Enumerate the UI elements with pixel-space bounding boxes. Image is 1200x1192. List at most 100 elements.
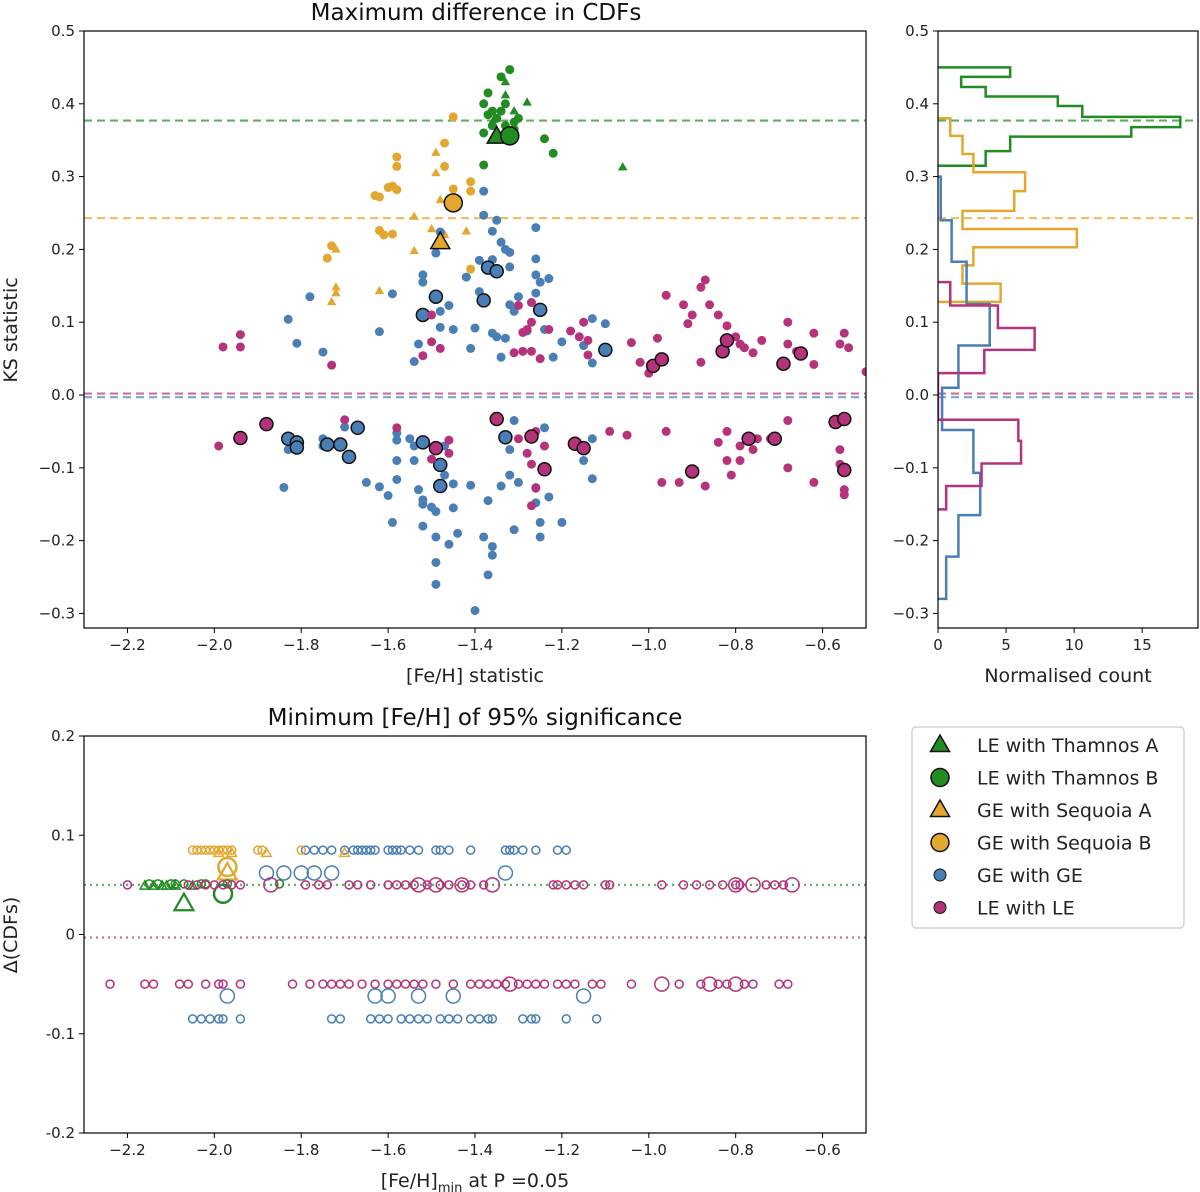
data-point-open-circle [213, 979, 224, 989]
data-point [466, 343, 476, 353]
data-point-open-circle [140, 979, 150, 989]
bottom-xtick-label: −2.2 [109, 1141, 145, 1159]
legend-circle-icon [930, 767, 950, 788]
data-point [448, 112, 458, 122]
data-point [409, 456, 419, 466]
highlighted-data-point [320, 437, 335, 452]
top-xtick-label: −2.2 [109, 636, 145, 654]
data-point [600, 319, 610, 329]
clip-top-group [84, 65, 866, 616]
data-point [540, 441, 550, 451]
data-point [340, 422, 350, 432]
data-point-open-circle [570, 979, 580, 989]
data-point-open-circle [497, 865, 514, 881]
highlighted-data-point [767, 431, 783, 446]
highlighted-data-point [415, 435, 431, 450]
data-point-open-circle [383, 979, 393, 989]
legend-entry: GE with Sequoia A [929, 798, 1152, 822]
data-point-open-circle [587, 979, 598, 989]
data-point-open-circle [370, 979, 380, 989]
data-point-open-circle [218, 1014, 228, 1024]
data-point [448, 184, 458, 194]
data-point-open-triangle [160, 879, 173, 890]
data-point-open-circle [306, 865, 323, 881]
data-point [757, 335, 767, 345]
data-point-open-circle [722, 979, 732, 989]
highlighted-data-point [837, 411, 852, 427]
data-point [483, 88, 493, 98]
data-point [522, 325, 532, 334]
data-point [544, 492, 554, 502]
data-point-open-circle [478, 880, 489, 890]
hist-xtick-label: 10 [1065, 636, 1084, 654]
clip-bottom-group [84, 845, 866, 1024]
data-point [235, 330, 245, 340]
data-point-open-circle [674, 979, 684, 989]
data-point [444, 539, 454, 549]
data-point [392, 474, 402, 484]
data-point [392, 456, 402, 466]
data-point-open-circle [774, 979, 784, 989]
data-point [735, 441, 745, 451]
data-point-triangle [374, 285, 385, 295]
top-xtick-label: −1.6 [370, 636, 406, 654]
data-point-open-circle [322, 880, 333, 890]
data-point [783, 317, 793, 327]
data-point [783, 339, 793, 349]
data-point-open-triangle [338, 846, 351, 858]
data-point-open-circle [704, 880, 715, 890]
top-ytick-label: −0.2 [39, 532, 75, 550]
data-point-open-circle [392, 845, 402, 855]
data-point-open-circle [335, 1014, 346, 1024]
bottom-xtick-label: −0.6 [804, 1141, 840, 1159]
data-point-open-circle [235, 1014, 246, 1024]
data-point [479, 186, 489, 196]
data-point [726, 470, 736, 480]
data-point [661, 290, 671, 300]
data-point [444, 435, 454, 445]
data-point [587, 358, 597, 368]
data-point [679, 300, 689, 310]
data-point-triangle [617, 162, 628, 171]
highlighted-data-point [837, 462, 852, 478]
bottom-xtick-label: −1.8 [283, 1141, 319, 1159]
hist-ytick-label: 0.5 [905, 22, 929, 40]
data-point [431, 557, 441, 567]
data-point [526, 459, 536, 469]
data-point-open-circle [323, 865, 340, 881]
data-point [513, 113, 523, 123]
data-point [557, 337, 567, 347]
bottom-ytick-label: 0.1 [51, 826, 75, 844]
data-point [635, 357, 645, 367]
data-point-open-circle [274, 879, 285, 889]
data-point [453, 528, 463, 538]
data-point [700, 275, 710, 285]
data-point-open-circle [217, 856, 238, 878]
data-point [535, 354, 545, 364]
data-point-open-circle [413, 845, 424, 855]
data-point [535, 517, 545, 527]
data-point [496, 352, 506, 362]
legend-box [911, 726, 1185, 929]
data-point [783, 416, 793, 426]
highlighted-data-point [233, 430, 248, 446]
data-point [526, 298, 536, 308]
data-point-open-circle [591, 1014, 602, 1024]
data-point-open-circle [654, 976, 670, 992]
data-point [283, 314, 293, 324]
data-point-open-circle [405, 1014, 415, 1024]
data-point [466, 177, 476, 187]
data-point-triangle [500, 76, 511, 86]
data-point [809, 477, 819, 487]
highlighted-data-point [684, 464, 700, 479]
data-point [461, 272, 471, 282]
data-point-open-circle [418, 979, 428, 989]
data-point-open-circle [235, 880, 246, 890]
data-point-triangle [331, 288, 341, 297]
data-point [496, 72, 506, 82]
data-point [661, 426, 671, 436]
data-point [496, 106, 506, 116]
data-point [687, 310, 697, 320]
data-point [531, 270, 541, 280]
